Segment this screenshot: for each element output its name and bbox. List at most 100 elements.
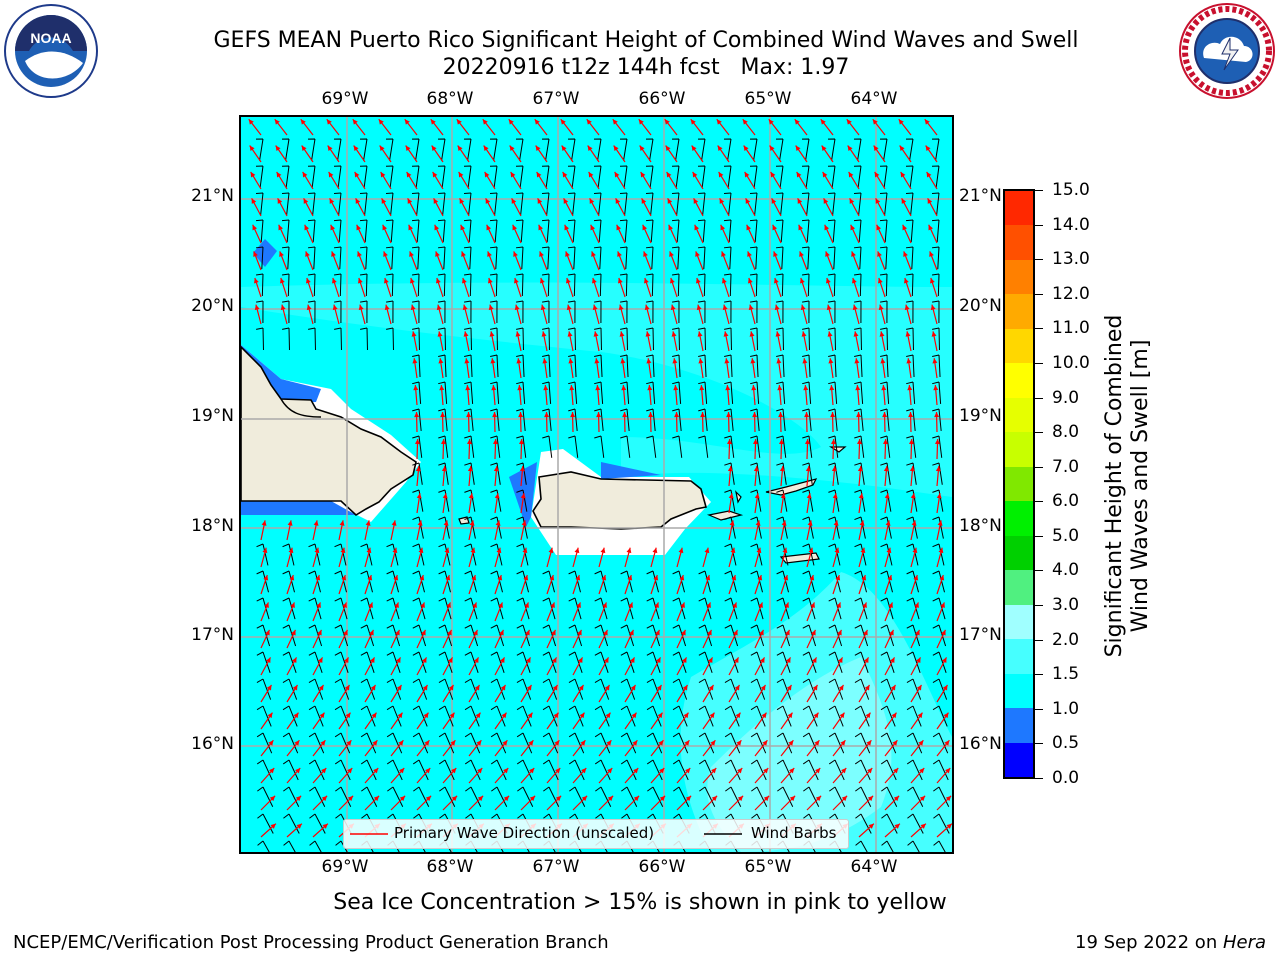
wind-barb	[931, 138, 940, 161]
wave-arrow-head	[935, 466, 941, 472]
wind-barb	[698, 327, 706, 351]
wave-arrow-head	[620, 358, 626, 364]
wind-barb	[541, 138, 550, 161]
wave-arrow-head	[916, 684, 922, 691]
wind-barb	[412, 381, 422, 404]
wave-arrow-head	[322, 823, 328, 829]
wave-arrow-head	[840, 740, 846, 746]
wave-arrow-head	[287, 520, 293, 526]
wave-arrow-head	[423, 712, 429, 719]
wind-barb	[802, 732, 819, 754]
wave-arrow-head	[405, 145, 411, 152]
wave-arrow-head	[555, 768, 561, 774]
colorbar-segment	[1005, 639, 1033, 674]
wind-barb	[464, 435, 475, 458]
wind-barb	[801, 165, 810, 188]
wave-arrow-head	[494, 493, 500, 499]
wave-arrow-head	[860, 547, 866, 554]
wave-arrow-head	[752, 412, 758, 418]
wind-barb	[438, 381, 448, 404]
wind-barb	[802, 543, 815, 566]
lon-label-top: 68°W	[426, 89, 474, 109]
wind-barb	[359, 273, 368, 297]
wave-arrow-head	[279, 277, 285, 284]
map-panel	[239, 115, 954, 854]
colorbar-tick-mark	[1035, 432, 1043, 434]
wind-barb	[385, 219, 394, 242]
wave-arrow-head	[368, 602, 373, 608]
wave-arrow-head	[501, 712, 507, 719]
wind-barb	[853, 273, 862, 297]
wave-arrow-head	[253, 251, 258, 257]
wind-barb	[646, 435, 657, 458]
wind-barb	[567, 192, 576, 215]
wave-arrow-head	[465, 385, 471, 391]
wave-arrow-head	[850, 224, 856, 231]
wind-barb	[568, 759, 585, 781]
wave-arrow-head	[292, 684, 298, 691]
wave-arrow-head	[450, 740, 456, 746]
wave-arrow-head	[551, 629, 556, 636]
wind-barb	[828, 759, 845, 781]
wave-arrow-head	[415, 466, 421, 472]
wind-barb	[619, 192, 628, 215]
colorbar-tick-mark	[1035, 778, 1043, 779]
wave-arrow-head	[485, 198, 491, 204]
wind-barb	[750, 570, 763, 593]
wind-barb	[386, 759, 403, 781]
wave-arrow-head	[332, 304, 338, 311]
wind-barb	[412, 678, 428, 700]
wind-barb	[334, 543, 347, 566]
wave-arrow-head	[759, 629, 764, 636]
wave-arrow-head	[914, 602, 919, 608]
wave-arrow-head	[353, 145, 359, 152]
colorbar-segment	[1005, 742, 1033, 777]
wave-arrow-head	[910, 493, 916, 499]
wave-arrow-head	[720, 224, 726, 231]
wave-arrow-head	[577, 629, 582, 636]
wave-arrow-head	[343, 657, 349, 663]
wave-arrow-head	[749, 331, 755, 337]
wind-barb	[413, 786, 430, 807]
wave-arrow-head	[604, 684, 610, 691]
lon-label-top: 64°W	[850, 89, 898, 109]
wind-barb	[282, 570, 295, 593]
wave-arrow-head	[425, 768, 431, 774]
lat-label-right: 19°N	[959, 406, 1002, 426]
wind-barb	[387, 786, 404, 807]
wind-barb	[256, 705, 272, 727]
wave-arrow-head	[853, 331, 859, 337]
wind-barb	[698, 705, 714, 727]
wind-barb	[464, 408, 474, 431]
wind-barb	[438, 354, 447, 377]
wind-barb	[905, 219, 914, 242]
wave-arrow-head	[448, 684, 454, 691]
wave-arrow-head	[357, 277, 363, 284]
wind-barb	[776, 300, 784, 324]
wind-barb	[438, 327, 446, 351]
wave-arrow-head	[831, 466, 837, 472]
wind-barb	[880, 435, 891, 458]
wind-barb	[802, 516, 814, 539]
colorbar-segment	[1005, 604, 1033, 640]
wave-arrow-head	[944, 740, 950, 746]
wave-arrow-head	[498, 602, 503, 608]
wave-arrow-head	[939, 575, 945, 581]
wind-barb	[490, 327, 498, 351]
wave-arrow-head	[799, 277, 805, 284]
wind-barb	[412, 570, 425, 593]
wind-barb	[853, 138, 862, 161]
wave-arrow-head	[694, 224, 700, 231]
wind-barb	[906, 543, 919, 566]
wind-barb	[646, 327, 654, 351]
wind-barb	[411, 219, 420, 242]
wave-arrow-head	[771, 198, 777, 204]
wind-barb	[723, 138, 732, 161]
wind-barb	[724, 381, 734, 404]
wind-barb	[880, 354, 889, 377]
wave-arrow-head	[537, 198, 543, 204]
wind-barb	[568, 381, 578, 404]
wave-arrow-head	[711, 768, 717, 774]
colorbar-segment	[1005, 328, 1033, 364]
wind-barb	[802, 705, 818, 727]
